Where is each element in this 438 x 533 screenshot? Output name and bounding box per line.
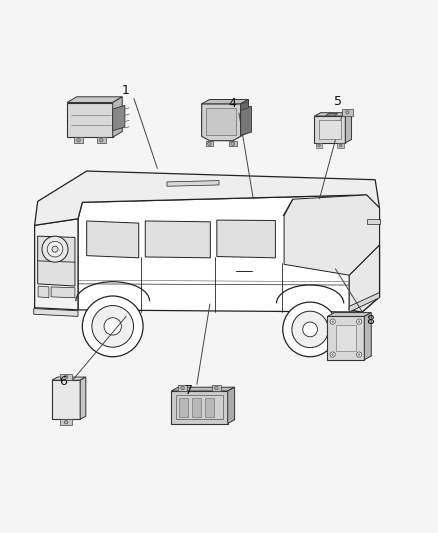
Circle shape xyxy=(231,142,235,146)
Circle shape xyxy=(358,321,360,322)
Circle shape xyxy=(330,319,335,324)
Polygon shape xyxy=(212,385,221,391)
Polygon shape xyxy=(78,195,379,312)
Text: 5: 5 xyxy=(334,95,343,108)
Polygon shape xyxy=(176,395,223,419)
Polygon shape xyxy=(206,108,237,135)
Polygon shape xyxy=(179,398,188,417)
Polygon shape xyxy=(87,221,139,258)
Polygon shape xyxy=(205,398,214,417)
Polygon shape xyxy=(171,391,228,424)
Polygon shape xyxy=(192,398,201,417)
Polygon shape xyxy=(52,380,80,419)
Circle shape xyxy=(346,111,349,114)
Circle shape xyxy=(303,322,318,337)
Text: 8: 8 xyxy=(366,314,374,327)
Polygon shape xyxy=(80,377,86,419)
Circle shape xyxy=(332,354,333,356)
Polygon shape xyxy=(217,220,276,258)
Polygon shape xyxy=(145,221,210,258)
Circle shape xyxy=(64,375,68,378)
Polygon shape xyxy=(201,100,248,104)
Circle shape xyxy=(47,241,63,257)
Circle shape xyxy=(339,144,342,147)
Polygon shape xyxy=(51,287,75,298)
Polygon shape xyxy=(113,106,125,131)
Polygon shape xyxy=(229,141,237,147)
Polygon shape xyxy=(342,109,353,116)
Circle shape xyxy=(330,352,335,357)
Polygon shape xyxy=(97,137,106,143)
Circle shape xyxy=(64,421,68,424)
Circle shape xyxy=(92,305,134,347)
Polygon shape xyxy=(364,312,371,360)
Polygon shape xyxy=(336,325,356,351)
Polygon shape xyxy=(328,317,364,360)
Polygon shape xyxy=(241,100,248,136)
Circle shape xyxy=(104,318,121,335)
Polygon shape xyxy=(38,236,75,286)
Polygon shape xyxy=(60,374,72,380)
Polygon shape xyxy=(201,104,241,141)
Polygon shape xyxy=(345,112,352,143)
Circle shape xyxy=(332,321,333,322)
Polygon shape xyxy=(171,387,235,391)
Circle shape xyxy=(99,139,103,142)
Polygon shape xyxy=(337,143,344,148)
Circle shape xyxy=(42,236,68,262)
Polygon shape xyxy=(316,143,322,148)
Polygon shape xyxy=(113,97,122,137)
Circle shape xyxy=(292,311,328,348)
Polygon shape xyxy=(241,106,251,135)
Polygon shape xyxy=(228,387,235,424)
Polygon shape xyxy=(38,286,49,298)
Text: 1: 1 xyxy=(122,84,130,98)
Polygon shape xyxy=(349,293,379,312)
Polygon shape xyxy=(60,419,72,425)
Polygon shape xyxy=(35,219,78,310)
Polygon shape xyxy=(325,114,338,116)
Circle shape xyxy=(82,296,143,357)
Text: 7: 7 xyxy=(185,384,193,397)
Polygon shape xyxy=(52,377,86,380)
Circle shape xyxy=(215,386,218,390)
Circle shape xyxy=(208,142,211,146)
Polygon shape xyxy=(314,116,345,143)
Text: 6: 6 xyxy=(59,375,67,388)
Circle shape xyxy=(357,352,362,357)
Text: 4: 4 xyxy=(228,98,236,110)
Polygon shape xyxy=(74,137,83,143)
Circle shape xyxy=(52,246,58,252)
Polygon shape xyxy=(314,112,352,116)
Polygon shape xyxy=(34,309,78,317)
Circle shape xyxy=(283,302,337,357)
Polygon shape xyxy=(284,195,379,275)
Polygon shape xyxy=(167,181,219,186)
Polygon shape xyxy=(67,102,113,137)
Circle shape xyxy=(181,386,184,390)
Polygon shape xyxy=(318,120,341,139)
Circle shape xyxy=(357,319,362,324)
Polygon shape xyxy=(35,171,379,225)
Polygon shape xyxy=(205,141,213,147)
Circle shape xyxy=(358,354,360,356)
Circle shape xyxy=(318,144,320,147)
Circle shape xyxy=(77,139,80,142)
Polygon shape xyxy=(367,219,379,224)
Polygon shape xyxy=(349,245,379,312)
Polygon shape xyxy=(67,97,122,102)
Polygon shape xyxy=(328,312,371,317)
Polygon shape xyxy=(178,385,187,391)
Polygon shape xyxy=(241,101,248,110)
